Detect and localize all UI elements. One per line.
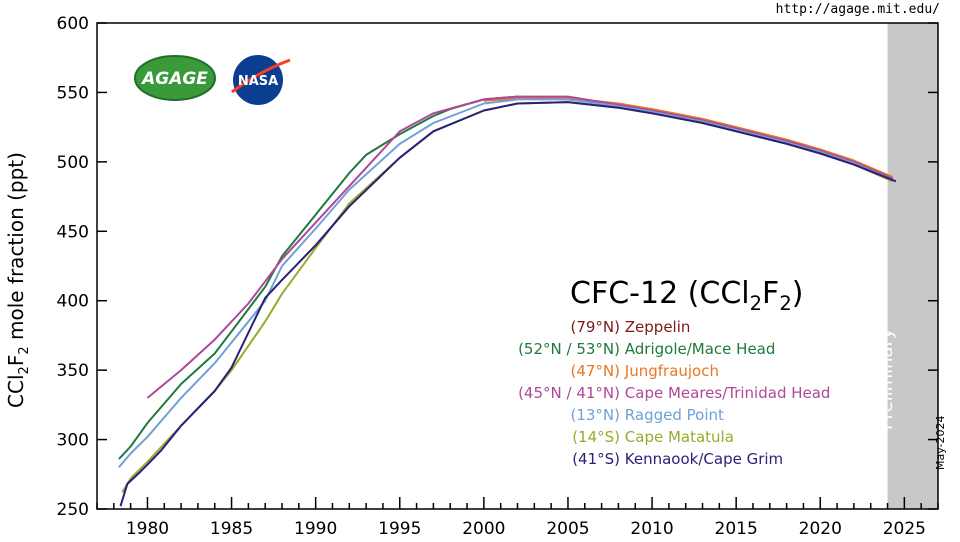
legend-latitude: (45°N / 41°N) — [518, 384, 620, 402]
x-tick-label: 2005 — [546, 519, 589, 539]
legend-site: Cape Meares/Trinidad Head — [624, 384, 831, 402]
legend-entry: (14°S) Cape Matatula — [505, 426, 785, 448]
x-tick-label: 2020 — [799, 519, 842, 539]
legend-site: Zeppelin — [624, 318, 691, 336]
agage-logo-text: AGAGE — [140, 69, 208, 89]
x-tick-label: 2010 — [630, 519, 673, 539]
y-axis-label: CCl2F2 mole fraction (ppt) — [4, 152, 32, 408]
preliminary-label: Preliminary — [876, 328, 897, 430]
series-line-cape-meares-trinidad-head — [146, 95, 893, 399]
series-line-ragged-point — [118, 98, 893, 468]
y-tick-label: 400 — [57, 292, 89, 312]
date-stamp: May-2024 — [934, 415, 947, 470]
x-tick-label: 1985 — [210, 519, 253, 539]
nasa-logo-swoosh — [231, 58, 291, 94]
legend-site: Adrigole/Mace Head — [624, 340, 776, 358]
series-line-jungfraujoch — [483, 97, 893, 179]
legend-latitude: (13°N) — [570, 406, 620, 424]
x-tick-label: 2015 — [715, 519, 758, 539]
agage-logo — [134, 55, 216, 101]
legend-entry: (47°N) Jungfraujoch — [505, 360, 785, 382]
legend-entry: (52°N / 53°N) Adrigole/Mace Head — [505, 338, 785, 360]
y-tick-label: 550 — [57, 83, 89, 103]
legend-site: Jungfraujoch — [624, 362, 719, 380]
series-line-kennaook-cape-grim — [119, 101, 897, 507]
legend: (79°N) Zeppelin (52°N / 53°N) Adrigole/Ma… — [505, 316, 830, 470]
legend-latitude: (14°S) — [572, 428, 620, 446]
x-tick-label: 1980 — [126, 519, 169, 539]
x-tick-label: 1995 — [378, 519, 421, 539]
legend-entry: (13°N) Ragged Point — [505, 404, 785, 426]
legend-site: Kennaook/Cape Grim — [624, 450, 784, 468]
legend-latitude: (47°N) — [570, 362, 620, 380]
x-tick-label: 1990 — [294, 519, 337, 539]
x-tick-label: 2025 — [883, 519, 926, 539]
preliminary-band — [887, 23, 938, 509]
legend-latitude: (41°S) — [572, 450, 620, 468]
legend-site: Ragged Point — [624, 406, 724, 424]
legend-entry: (45°N / 41°N) Cape Meares/Trinidad Head — [505, 382, 830, 404]
y-tick-label: 500 — [57, 153, 89, 173]
nasa-logo-text: NASA — [238, 74, 278, 89]
chart-title: CFC-12 (CCl2F2) — [570, 276, 804, 315]
legend-latitude: (79°N) — [570, 318, 620, 336]
y-tick-label: 350 — [57, 361, 89, 381]
legend-site: Cape Matatula — [624, 428, 734, 446]
series-line-zeppelin — [500, 97, 893, 180]
y-tick-label: 450 — [57, 222, 89, 242]
x-tick-label: 2000 — [462, 519, 505, 539]
legend-entry: (79°N) Zeppelin — [505, 316, 785, 338]
y-tick-label: 600 — [57, 14, 89, 34]
legend-latitude: (52°N / 53°N) — [518, 340, 620, 358]
y-tick-label: 250 — [57, 500, 89, 520]
y-tick-label: 300 — [57, 431, 89, 451]
source-url[interactable]: http://agage.mit.edu/ — [775, 2, 940, 17]
legend-entry: (41°S) Kennaook/Cape Grim — [505, 448, 785, 470]
